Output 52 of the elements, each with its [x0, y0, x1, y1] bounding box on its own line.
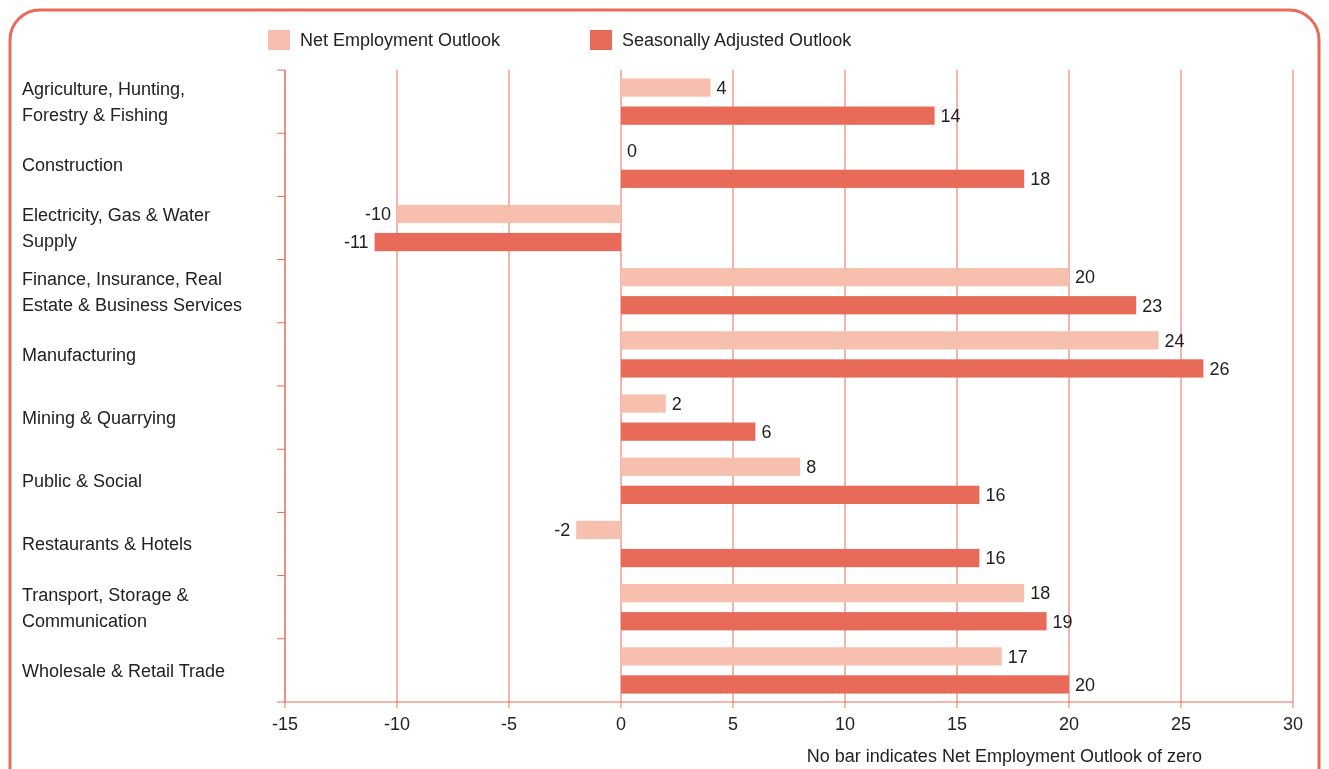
- x-tick-label: 5: [727, 714, 739, 734]
- data-label: 4: [716, 77, 727, 98]
- y-tick-label: Wholesale & Retail Trade: [22, 660, 226, 681]
- data-label: 6: [761, 421, 772, 442]
- bar: [621, 647, 1002, 666]
- y-tick-label: Transport, Storage & Communication: [22, 584, 189, 631]
- x-tick-label: 15: [946, 714, 968, 734]
- bar: [621, 584, 1025, 603]
- y-tick-label: Manufacturing: [22, 344, 137, 365]
- x-tick-label: 30: [1282, 714, 1304, 734]
- y-tick-label: Finance, Insurance, Real Estate & Business Services: [22, 268, 243, 315]
- bar: [397, 204, 621, 224]
- data-label: 16: [985, 548, 1006, 569]
- legend-label: Net Employment Outlook: [300, 30, 502, 51]
- data-label: 0: [627, 141, 638, 162]
- bar: [621, 457, 801, 476]
- data-label: 8: [806, 457, 817, 478]
- text: No bar indicates Net Employment Outlook of zero: [806, 746, 1202, 766]
- data-label: 20: [1075, 267, 1096, 288]
- data-label: 20: [1075, 674, 1096, 695]
- legend-label: Seasonally Adjusted Outlook: [622, 30, 853, 51]
- x-tick-label: -10: [383, 714, 411, 734]
- data-label: 2: [671, 393, 682, 414]
- data-label: 18: [1030, 583, 1051, 604]
- y-tick-label: Restaurants & Hotels: [22, 534, 193, 555]
- data-label: -10: [364, 204, 391, 225]
- data-label: 23: [1142, 295, 1163, 316]
- bar: [576, 520, 621, 540]
- data-label: 18: [1030, 169, 1051, 190]
- data-label: 26: [1209, 358, 1230, 379]
- y-tick-label: Electricity, Gas & Water Supply: [22, 205, 211, 252]
- x-tick-label: 0: [615, 714, 627, 734]
- data-label: -11: [343, 232, 369, 253]
- y-tick-label: Agriculture, Hunting, Forestry & Fishing: [22, 78, 186, 125]
- data-label: 17: [1007, 646, 1028, 667]
- bar: [621, 394, 666, 413]
- bar: [621, 78, 711, 97]
- bar: [621, 331, 1159, 350]
- data-label: -2: [554, 520, 571, 541]
- y-tick-label: Construction: [22, 155, 124, 176]
- data-label: 16: [985, 485, 1006, 506]
- x-tick-label: 10: [834, 714, 856, 734]
- y-tick-label: Mining & Quarrying: [22, 407, 177, 428]
- x-tick-label: 20: [1058, 714, 1080, 734]
- x-tick-label: -5: [500, 714, 518, 734]
- y-tick-label: Public & Social: [22, 471, 143, 492]
- data-label: 14: [940, 105, 961, 126]
- x-tick-label: -15: [271, 714, 299, 734]
- data-label: 24: [1164, 330, 1185, 351]
- data-label: 19: [1052, 611, 1073, 632]
- x-tick-label: 25: [1170, 714, 1192, 734]
- bar: [621, 268, 1069, 287]
